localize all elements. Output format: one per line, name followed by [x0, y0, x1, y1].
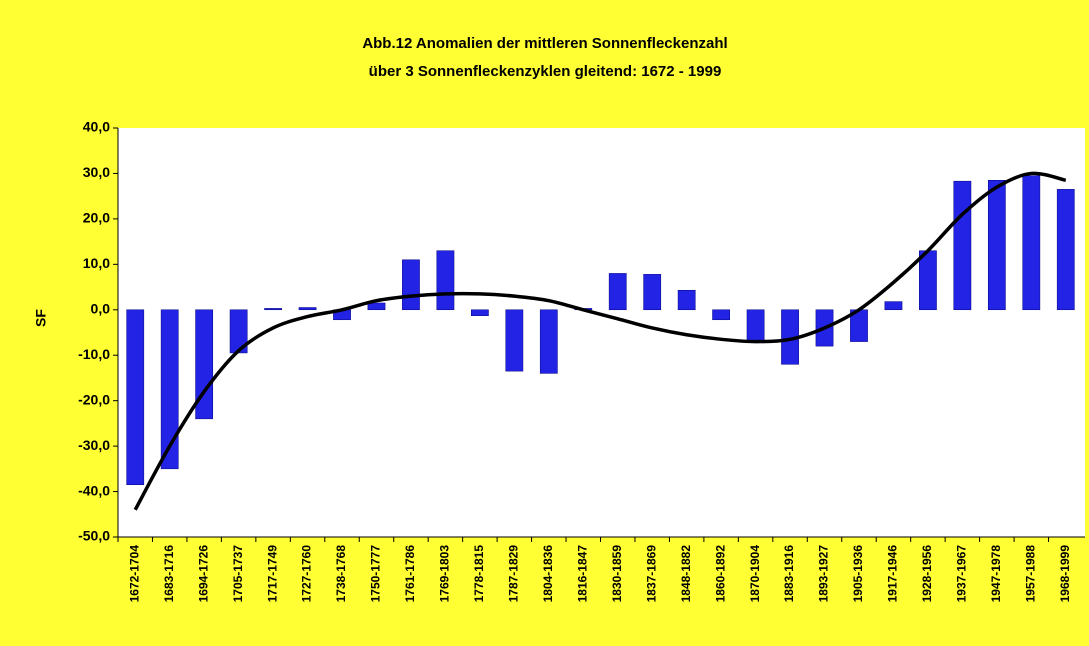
bar — [746, 309, 765, 342]
bar — [884, 301, 903, 311]
x-tick-label: 1750-1777 — [369, 545, 383, 603]
bar — [953, 180, 972, 311]
x-tick-label: 1738-1768 — [334, 545, 348, 603]
y-tick-label: 10,0 — [83, 255, 110, 271]
y-axis-label: SF — [33, 309, 49, 327]
x-tick-label: 1905-1936 — [851, 545, 865, 603]
x-tick-label: 1837-1869 — [644, 545, 658, 603]
y-tick-label: -10,0 — [78, 346, 110, 362]
y-tick-label: -50,0 — [78, 528, 110, 544]
bar — [677, 289, 696, 311]
bar — [402, 259, 420, 311]
x-tick-label: 1893-1927 — [817, 545, 831, 603]
x-tick-label: 1816-1847 — [575, 545, 589, 603]
x-tick-label: 1937-1967 — [955, 545, 969, 603]
bar — [539, 309, 558, 374]
x-tick-label: 1694-1726 — [196, 545, 210, 603]
bar — [195, 309, 214, 420]
x-tick-label: 1883-1916 — [782, 545, 796, 603]
x-tick-label: 1804-1836 — [541, 545, 555, 603]
x-tick-label: 1672-1704 — [127, 545, 141, 603]
x-tick-label: 1769-1803 — [438, 545, 452, 603]
x-tick-label: 1761-1786 — [403, 545, 417, 603]
bar — [987, 180, 1006, 311]
bar — [298, 307, 317, 311]
bar — [126, 309, 145, 485]
x-tick-label: 1928-1956 — [920, 545, 934, 603]
y-tick-label: 0,0 — [91, 300, 111, 316]
x-tick-label: 1968-1999 — [1058, 545, 1072, 603]
y-tick-label: -30,0 — [78, 437, 110, 453]
x-tick-label: 1787-1829 — [507, 545, 521, 603]
bar — [1056, 189, 1075, 311]
x-tick-label: 1848-1882 — [679, 545, 693, 603]
plot-area — [118, 128, 1085, 537]
x-tick-label: 1778-1815 — [472, 545, 486, 603]
x-tick-label: 1870-1904 — [748, 545, 762, 603]
bar — [264, 308, 282, 311]
bar — [436, 250, 455, 311]
chart-subtitle: über 3 Sonnenfleckenzyklen gleitend: 167… — [369, 63, 722, 80]
x-tick-label: 1705-1737 — [231, 545, 245, 603]
x-tick-label: 1830-1859 — [610, 545, 624, 603]
bar — [1022, 175, 1041, 311]
bar — [367, 302, 386, 311]
y-tick-label: -40,0 — [78, 482, 110, 498]
chart-title: Abb.12 Anomalien der mittleren Sonnenfle… — [362, 35, 727, 52]
bar — [608, 273, 627, 311]
bar — [919, 250, 937, 311]
y-tick-label: 20,0 — [83, 210, 110, 226]
bar — [505, 309, 524, 372]
bar — [643, 274, 662, 311]
x-tick-label: 1947-1978 — [989, 545, 1003, 603]
y-tick-label: 30,0 — [83, 164, 110, 180]
x-tick-label: 1727-1760 — [300, 545, 314, 603]
x-tick-label: 1683-1716 — [162, 545, 176, 603]
bar — [160, 309, 179, 470]
x-tick-label: 1717-1749 — [265, 545, 279, 603]
x-tick-label: 1917-1946 — [886, 545, 900, 603]
x-tick-label: 1957-1988 — [1023, 545, 1037, 603]
y-tick-label: -20,0 — [78, 391, 110, 407]
trend-line — [133, 171, 1067, 511]
bar — [471, 309, 489, 316]
x-tick-label: 1860-1892 — [713, 545, 727, 603]
bar — [712, 309, 730, 321]
y-tick-label: 40,0 — [83, 119, 110, 135]
